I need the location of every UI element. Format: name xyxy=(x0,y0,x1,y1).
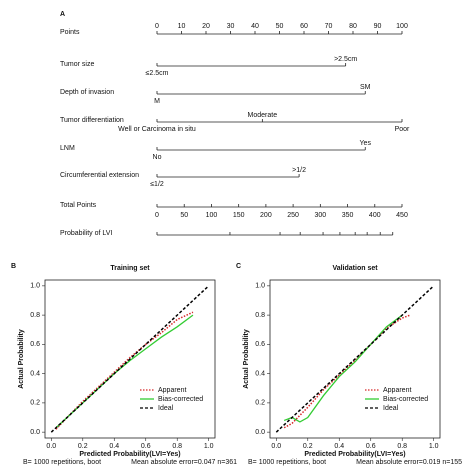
tick-label: M xyxy=(154,98,160,105)
x-tick-label: 0.0 xyxy=(46,443,56,450)
x-tick-label: 0.2 xyxy=(78,443,88,450)
tick-label: 80 xyxy=(349,23,357,30)
tick-label: >1/2 xyxy=(292,167,306,174)
chart-title: Training set xyxy=(110,265,150,272)
tick-label: 50 xyxy=(180,212,188,219)
row-label: Points xyxy=(60,29,80,36)
legend-label: Bias-corrected xyxy=(383,396,428,403)
row-label: LNM xyxy=(60,145,75,152)
tick-label: ≤1/2 xyxy=(150,181,164,188)
legend-label: Apparent xyxy=(158,387,186,394)
tick-label: 200 xyxy=(260,212,272,219)
tick-label: No xyxy=(153,154,162,161)
y-tick-label: 0.8 xyxy=(30,312,40,319)
row-label: Circumferential extension xyxy=(60,172,139,179)
x-axis-label: Predicted Probability(LVI=Yes) xyxy=(79,451,180,458)
panel-letter: C xyxy=(236,263,241,270)
tick-label: Poor xyxy=(395,126,410,133)
tick-label: 350 xyxy=(342,212,354,219)
tick-label: 60 xyxy=(300,23,308,30)
tick-label: 450 xyxy=(396,212,408,219)
row-label: Depth of invasion xyxy=(60,89,114,96)
tick-label: 90 xyxy=(374,23,382,30)
series-line xyxy=(50,285,210,433)
legend-label: Bias-corrected xyxy=(158,396,203,403)
tick-label: 400 xyxy=(369,212,381,219)
tick-label: 100 xyxy=(206,212,218,219)
tick-label: 30 xyxy=(227,23,235,30)
row-label: Probability of LVI xyxy=(60,230,112,237)
x-tick-label: 1.0 xyxy=(429,443,439,450)
tick-label: 70 xyxy=(325,23,333,30)
tick-label: 100 xyxy=(396,23,408,30)
tick-label: 40 xyxy=(251,23,259,30)
tick-label: 0 xyxy=(155,23,159,30)
series-line xyxy=(283,314,403,423)
row-label: Tumor size xyxy=(60,61,94,68)
tick-label: Yes xyxy=(360,140,372,147)
tick-label: 10 xyxy=(178,23,186,30)
y-axis-label: Actual Probability xyxy=(18,329,25,389)
chart-title: Validation set xyxy=(332,265,378,272)
footnote: B= 1000 repetitions, boot xyxy=(23,459,101,466)
panel-letter: A xyxy=(60,11,65,18)
row-label: Tumor differentiation xyxy=(60,117,124,124)
tick-label: 20 xyxy=(202,23,210,30)
y-tick-label: 1.0 xyxy=(30,283,40,290)
x-tick-label: 0.8 xyxy=(397,443,407,450)
x-tick-label: 0.4 xyxy=(334,443,344,450)
tick-label: 150 xyxy=(233,212,245,219)
y-tick-label: 0.8 xyxy=(255,312,265,319)
tick-label: Moderate xyxy=(248,112,278,119)
x-tick-label: 0.2 xyxy=(303,443,313,450)
x-axis-label: Predicted Probability(LVI=Yes) xyxy=(304,451,405,458)
panel-letter: B xyxy=(11,263,16,270)
tick-label: Well or Carcinoma in situ xyxy=(118,126,196,133)
footnote: B= 1000 repetitions, boot xyxy=(248,459,326,466)
y-tick-label: 0.0 xyxy=(30,429,40,436)
tick-label: 300 xyxy=(314,212,326,219)
y-tick-label: 0.4 xyxy=(255,370,265,377)
legend-label: Ideal xyxy=(158,405,174,412)
plot-frame xyxy=(269,279,441,439)
legend-label: Apparent xyxy=(383,387,411,394)
row-label: Total Points xyxy=(60,202,97,209)
series-line xyxy=(283,314,411,429)
x-tick-label: 0.0 xyxy=(271,443,281,450)
x-tick-label: 1.0 xyxy=(204,443,214,450)
tick-label: 250 xyxy=(287,212,299,219)
y-tick-label: 0.6 xyxy=(255,341,265,348)
tick-label: ≤2.5cm xyxy=(146,70,169,77)
series-line xyxy=(275,285,435,433)
x-tick-label: 0.8 xyxy=(172,443,182,450)
y-tick-label: 0.2 xyxy=(255,400,265,407)
tick-label: 50 xyxy=(276,23,284,30)
y-axis-label: Actual Probability xyxy=(243,329,250,389)
tick-label: SM xyxy=(360,84,371,91)
tick-label: >2.5cm xyxy=(334,56,357,63)
tick-label: 0 xyxy=(155,212,159,219)
footnote: Mean absolute error=0.047 n=361 xyxy=(131,459,237,466)
x-tick-label: 0.6 xyxy=(141,443,151,450)
x-tick-label: 0.4 xyxy=(109,443,119,450)
y-tick-label: 1.0 xyxy=(255,283,265,290)
y-tick-label: 0.4 xyxy=(30,370,40,377)
y-tick-label: 0.0 xyxy=(255,429,265,436)
x-tick-label: 0.6 xyxy=(366,443,376,450)
footnote: Mean absolute error=0.019 n=155 xyxy=(356,459,462,466)
plot-frame xyxy=(44,279,216,439)
y-tick-label: 0.6 xyxy=(30,341,40,348)
legend-label: Ideal xyxy=(383,405,399,412)
y-tick-label: 0.2 xyxy=(30,400,40,407)
